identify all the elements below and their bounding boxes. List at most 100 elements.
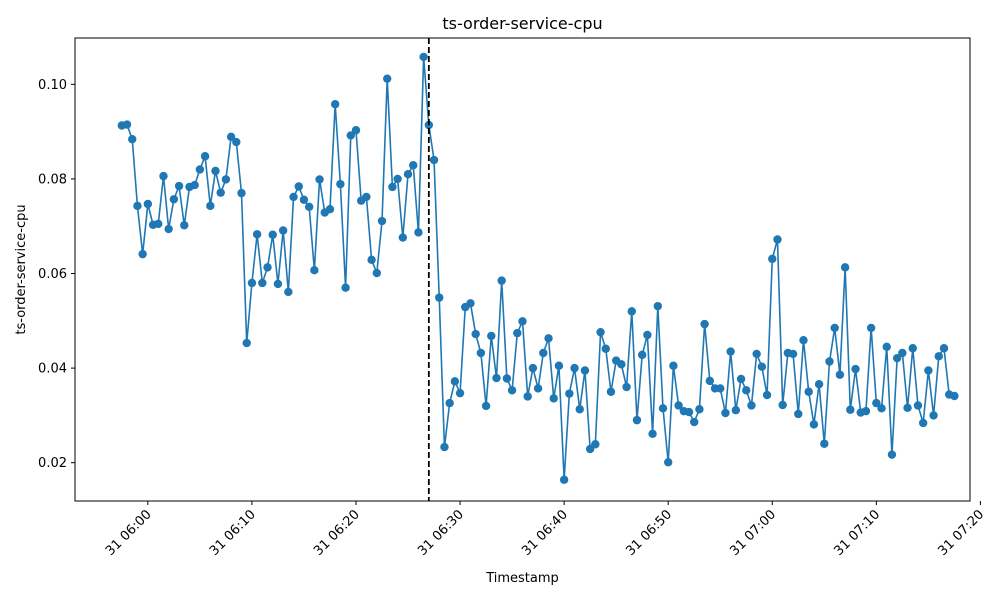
data-point [507,386,517,395]
data-point [637,350,647,360]
data-point [768,254,777,264]
data-point [310,266,319,275]
data-point [632,415,642,425]
data-point [237,188,246,198]
data-point [757,362,767,371]
data-point [211,166,220,176]
data-point [523,392,532,401]
data-point [924,366,933,375]
data-point [726,347,735,356]
data-point [476,348,486,358]
data-point [877,404,886,413]
data-point [742,386,751,395]
data-point [747,401,756,410]
data-point [903,403,912,413]
data-point [273,279,283,289]
data-point [263,263,272,272]
data-point [409,161,418,170]
data-point [736,374,746,384]
data-point [268,230,277,239]
data-point [549,394,558,403]
data-point [154,219,163,229]
data-point [533,384,543,393]
plot-area [117,38,959,501]
data-point [284,287,293,297]
data-point [351,126,361,135]
data-point [346,131,355,140]
data-point [716,384,725,393]
data-point [825,357,834,366]
data-point [372,268,381,278]
data-point [684,407,694,417]
data-point [502,374,512,383]
data-point [242,338,251,348]
data-point [918,418,928,428]
data-point [424,120,434,130]
data-point [226,132,236,142]
data-point [221,175,231,184]
data-point [377,216,387,226]
data-point [820,439,829,448]
data-point [440,442,449,452]
data-point [435,293,444,302]
data-point [330,100,340,109]
data-point [180,221,189,230]
data-point [794,409,803,419]
y-tick-label: 0.04 [38,362,67,377]
data-point [559,475,569,484]
data-point [721,408,730,418]
data-point [174,181,184,191]
data-point [122,120,132,129]
data-point [252,230,262,239]
y-tick-label: 0.10 [38,78,67,93]
data-point [664,458,673,467]
data-point [159,171,168,181]
data-point [398,233,408,242]
data-point [643,330,652,340]
data-point [539,348,548,358]
data-point [466,299,475,308]
data-point [429,155,439,165]
data-point [627,307,636,316]
data-point [606,387,616,396]
data-point [908,344,917,353]
data-point [128,135,137,144]
data-point [830,323,839,333]
data-point [138,249,147,259]
data-point [393,174,402,184]
data-point [773,235,782,244]
data-point [289,192,298,202]
data-point [788,349,798,359]
data-point [846,405,855,414]
data-point [674,401,683,410]
data-point [929,411,938,420]
data-point [690,417,699,427]
x-axis-label: Timestamp [485,571,559,586]
data-point [658,404,668,413]
data-point [851,364,860,374]
data-point [258,278,267,288]
data-point [731,406,741,415]
data-point [799,336,808,345]
data-point [601,344,610,353]
data-point [861,406,871,416]
data-point [835,370,845,379]
data-point [898,348,907,358]
data-point [617,360,626,369]
data-point [294,182,303,191]
y-tick-label: 0.08 [38,172,67,187]
data-point [455,388,465,398]
data-point [591,440,600,449]
data-point [278,226,288,235]
data-point [622,382,631,392]
data-point [450,377,460,386]
data-point [403,170,413,179]
data-point [216,188,225,197]
data-point [497,276,506,285]
data-point [133,201,142,211]
data-point [341,283,350,292]
data-point [336,179,345,189]
data-point [325,205,335,214]
chart-title: ts-order-service-cpu [442,14,602,33]
data-point [778,400,787,410]
